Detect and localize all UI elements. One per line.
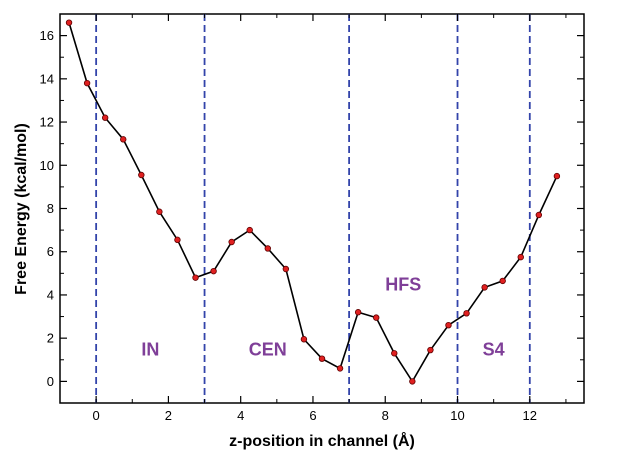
data-point [427, 346, 434, 354]
y-tick-label: 6 [47, 244, 54, 259]
data-point [83, 79, 91, 87]
y-tick-label: 8 [47, 201, 54, 216]
data-series [65, 19, 561, 385]
y-tick-label: 2 [47, 331, 54, 346]
data-point [336, 365, 344, 372]
data-point [318, 355, 326, 362]
data-point [445, 322, 452, 329]
data-point [535, 211, 543, 219]
region-boundaries [95, 14, 531, 403]
x-tick-label: 6 [309, 408, 316, 423]
data-point [409, 378, 416, 385]
x-tick-label: 2 [165, 408, 172, 423]
x-axis-label: z-position in channel (Å) [229, 431, 415, 450]
data-point [264, 245, 271, 252]
series-line [68, 22, 558, 383]
region-label-in: IN [141, 339, 159, 359]
y-tick-label: 16 [40, 28, 54, 43]
y-tick-label: 12 [40, 115, 54, 130]
region-label-hfs: HFS [385, 275, 421, 295]
region-label-s4: S4 [483, 339, 505, 359]
data-point [156, 208, 163, 215]
region-labels: IN CEN HFS S4 [141, 275, 504, 360]
data-point [174, 236, 181, 244]
x-tick-label: 12 [523, 408, 537, 423]
y-tick-label: 10 [40, 158, 54, 173]
data-point [65, 19, 73, 26]
data-point [282, 265, 290, 273]
data-point [120, 136, 127, 143]
x-tick-label: 0 [93, 408, 100, 423]
y-tick-label: 0 [47, 374, 54, 389]
x-axis-ticks: 0 2 4 6 8 10 12 [59, 14, 567, 423]
data-point [101, 114, 109, 121]
x-tick-label: 8 [382, 408, 389, 423]
data-point [481, 284, 488, 291]
data-point [373, 314, 380, 321]
data-point [210, 267, 217, 275]
data-point [192, 274, 199, 281]
data-point [138, 171, 145, 179]
y-axis-label: Free Energy (kcal/mol) [13, 123, 30, 295]
data-point [517, 253, 524, 261]
data-point [391, 350, 398, 357]
y-tick-label: 4 [47, 287, 54, 302]
x-tick-label: 4 [237, 408, 244, 423]
data-point [246, 226, 253, 234]
data-point [300, 336, 308, 343]
y-axis-ticks: 0 2 4 6 8 10 12 14 16 [40, 13, 584, 404]
data-point [354, 309, 362, 316]
plot-area [59, 13, 585, 404]
data-point [463, 310, 470, 317]
data-point [228, 238, 235, 246]
data-point [499, 277, 506, 285]
x-tick-label: 10 [450, 408, 464, 423]
y-tick-label: 14 [40, 71, 54, 86]
region-label-cen: CEN [249, 339, 287, 359]
data-point [553, 172, 561, 180]
